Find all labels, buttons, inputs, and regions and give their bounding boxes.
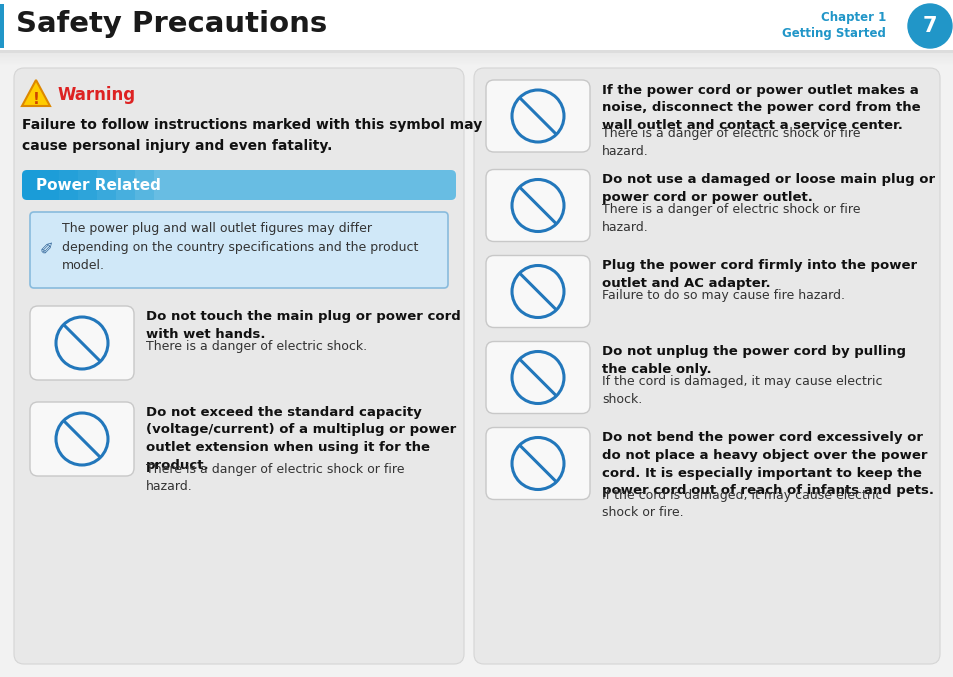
FancyBboxPatch shape [116,170,456,200]
Text: ✐: ✐ [39,241,52,259]
FancyBboxPatch shape [0,53,953,54]
FancyBboxPatch shape [97,170,456,200]
FancyBboxPatch shape [0,0,953,52]
Text: Chapter 1: Chapter 1 [820,12,885,24]
FancyBboxPatch shape [0,4,4,48]
FancyBboxPatch shape [14,68,463,664]
FancyBboxPatch shape [30,306,133,380]
FancyBboxPatch shape [485,169,589,242]
FancyBboxPatch shape [0,52,953,677]
FancyBboxPatch shape [485,255,589,328]
Text: Do not unplug the power cord by pulling
the cable only.: Do not unplug the power cord by pulling … [601,345,905,376]
Text: There is a danger of electric shock or fire
hazard.: There is a danger of electric shock or f… [601,127,860,158]
FancyBboxPatch shape [485,427,589,500]
FancyBboxPatch shape [0,56,953,57]
FancyBboxPatch shape [135,170,456,200]
Text: Failure to follow instructions marked with this symbol may
cause personal injury: Failure to follow instructions marked wi… [22,118,482,152]
Text: Warning: Warning [58,86,136,104]
FancyBboxPatch shape [153,170,456,200]
FancyBboxPatch shape [30,402,133,476]
Text: If the cord is damaged, it may cause electric
shock.: If the cord is damaged, it may cause ele… [601,376,882,406]
FancyBboxPatch shape [0,50,953,53]
Text: The power plug and wall outlet figures may differ
depending on the country speci: The power plug and wall outlet figures m… [62,222,418,272]
Text: Do not use a damaged or loose main plug or
power cord or power outlet.: Do not use a damaged or loose main plug … [601,173,934,204]
Text: Do not exceed the standard capacity
(voltage/current) of a multiplug or power
ou: Do not exceed the standard capacity (vol… [146,406,456,471]
FancyBboxPatch shape [30,212,448,288]
FancyBboxPatch shape [485,341,589,414]
Text: There is a danger of electric shock or fire
hazard.: There is a danger of electric shock or f… [601,204,860,234]
Text: Safety Precautions: Safety Precautions [16,10,327,38]
Text: If the power cord or power outlet makes a
noise, disconnect the power cord from : If the power cord or power outlet makes … [601,84,920,132]
Text: If the cord is damaged, it may cause electric
shock or fire.: If the cord is damaged, it may cause ele… [601,489,882,519]
Text: Getting Started: Getting Started [781,28,885,41]
Text: Plug the power cord firmly into the power
outlet and AC adapter.: Plug the power cord firmly into the powe… [601,259,916,290]
Circle shape [907,4,951,48]
FancyBboxPatch shape [22,170,456,200]
FancyBboxPatch shape [0,57,953,58]
Text: There is a danger of electric shock.: There is a danger of electric shock. [146,340,367,353]
FancyBboxPatch shape [0,55,953,56]
Text: Do not bend the power cord excessively or
do not place a heavy object over the p: Do not bend the power cord excessively o… [601,431,933,497]
Text: !: ! [32,93,39,108]
Text: There is a danger of electric shock or fire
hazard.: There is a danger of electric shock or f… [146,463,404,494]
Text: Power Related: Power Related [36,177,161,192]
FancyBboxPatch shape [0,54,953,55]
FancyBboxPatch shape [474,68,939,664]
Text: Failure to do so may cause fire hazard.: Failure to do so may cause fire hazard. [601,290,844,303]
FancyBboxPatch shape [485,80,589,152]
Text: 7: 7 [922,16,936,36]
Polygon shape [22,80,50,106]
Text: Do not touch the main plug or power cord
with wet hands.: Do not touch the main plug or power cord… [146,310,460,341]
